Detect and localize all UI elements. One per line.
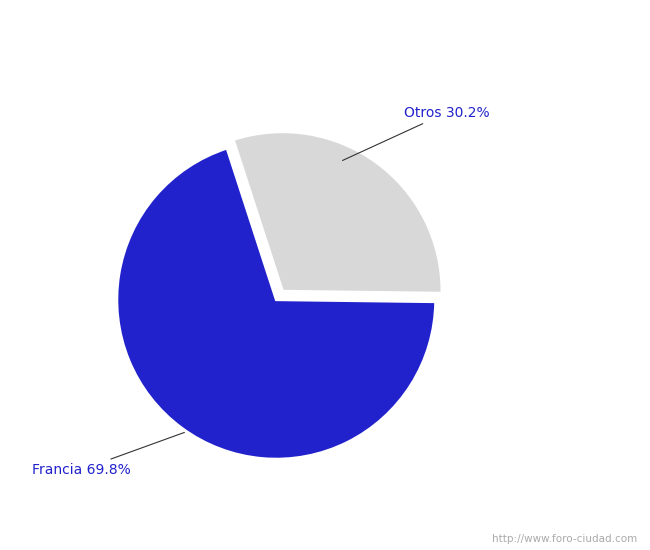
Text: http://www.foro-ciudad.com: http://www.foro-ciudad.com: [492, 535, 637, 544]
Wedge shape: [117, 148, 436, 459]
Text: Francia 69.8%: Francia 69.8%: [32, 432, 185, 477]
Text: Otros 30.2%: Otros 30.2%: [343, 106, 489, 161]
Text: Ayerbe - Turistas extranjeros según país - Abril de 2024: Ayerbe - Turistas extranjeros según país…: [95, 15, 555, 34]
Wedge shape: [233, 132, 442, 293]
